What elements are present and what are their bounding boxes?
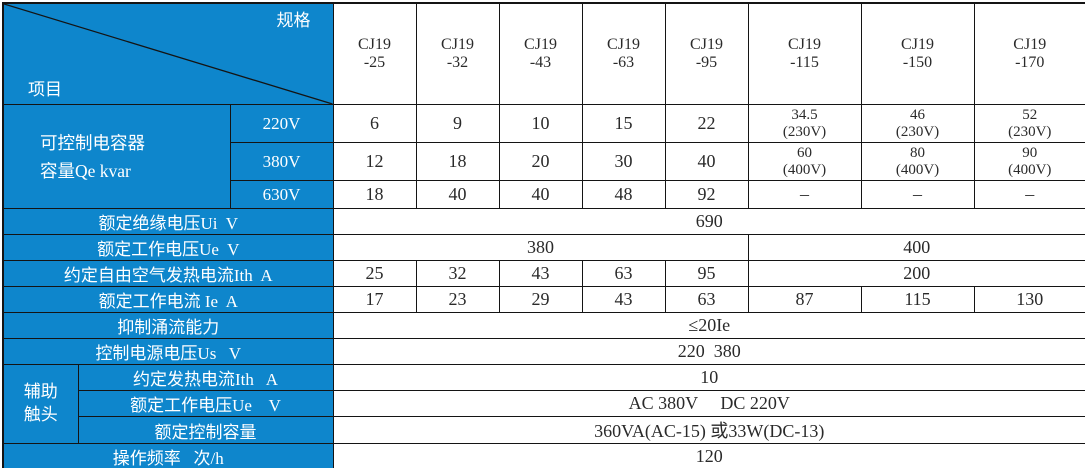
voltage-label-630v: 630V [229, 180, 334, 209]
diagonal-line [4, 4, 333, 104]
table-row-operating-frequency: 操作频率 次/h 120 [2, 443, 1085, 468]
table-row-aux-thermal-current: 辅助 触头 约定发热电流Ith A 10 [2, 364, 1085, 444]
cell-value: 46 (230V) [860, 104, 975, 143]
cell-value: 15 [581, 104, 666, 143]
cell-value: 115 [860, 286, 975, 313]
cell-value: 20 [498, 142, 583, 181]
cell-value: 10 [332, 364, 1085, 391]
capacitor-capacity-label: 可控制电容器 容量Qe kvar [2, 104, 231, 209]
cell-value: 60 (400V) [747, 142, 862, 181]
cell-value: 9 [415, 104, 500, 143]
cell-value: 43 [581, 286, 666, 313]
row-label: 约定发热电流Ith A [77, 364, 334, 391]
cell-value: 40 [664, 142, 749, 181]
model-header-cj19-43: CJ19 -43 [498, 2, 583, 105]
model-header-cj19-63: CJ19 -63 [581, 2, 666, 105]
cell-value: 380 [332, 234, 749, 261]
cell-value: – [973, 180, 1085, 209]
corner-header-cell: 规格 项目 [2, 2, 334, 105]
cell-value: 43 [498, 260, 583, 287]
cell-value: 92 [664, 180, 749, 209]
cell-value: 52 (230V) [973, 104, 1085, 143]
voltage-label-220v: 220V [229, 104, 334, 143]
model-header-cj19-95: CJ19 -95 [664, 2, 749, 105]
row-label: 额定工作电压Ue V [2, 234, 334, 261]
auxiliary-contacts-group-label: 辅助 触头 [2, 364, 79, 444]
cell-value: ≤20Ie [332, 312, 1085, 339]
model-header-cj19-150: CJ19 -150 [860, 2, 975, 105]
table-row-aux-control-capacity: 额定控制容量 360VA(AC-15) 或33W(DC-13) [3, 416, 1085, 444]
cell-value: 40 [498, 180, 583, 209]
cell-value: 48 [581, 180, 666, 209]
corner-label-spec: 规格 [276, 11, 311, 30]
cell-value: 360VA(AC-15) 或33W(DC-13) [332, 416, 1085, 444]
row-label: 约定自由空气发热电流Ith A [2, 260, 334, 287]
voltage-label-380v: 380V [229, 142, 334, 181]
cell-value: 90 (400V) [973, 142, 1085, 181]
cell-value: 130 [973, 286, 1085, 313]
table-row-working-voltage: 额定工作电压Ue V 380 400 [2, 234, 1085, 261]
table-row-control-voltage: 控制电源电压Us V 220 380 [2, 338, 1085, 365]
cell-value: – [747, 180, 862, 209]
cell-value: 120 [332, 443, 1085, 468]
cell-value: AC 380V DC 220V [332, 390, 1085, 417]
cell-value: 6 [332, 104, 417, 143]
model-header-cj19-25: CJ19 -25 [332, 2, 417, 105]
table-row-220v: 可控制电容器 容量Qe kvar 220V 6 9 10 15 22 34.5 (2… [2, 104, 1085, 209]
row-label: 额定工作电压Ue V [77, 390, 334, 417]
cell-value: 40 [415, 180, 500, 209]
cell-value: 17 [332, 286, 417, 313]
table-row-thermal-current: 约定自由空气发热电流Ith A 25 32 43 63 95 200 [2, 260, 1085, 287]
table-row-insulation-voltage: 额定绝缘电压Ui V 690 [2, 208, 1085, 235]
row-label: 操作频率 次/h [2, 443, 334, 468]
cell-value: 23 [415, 286, 500, 313]
table-row-aux-working-voltage: 额定工作电压Ue V AC 380V DC 220V [3, 390, 1085, 417]
row-label: 额定绝缘电压Ui V [2, 208, 334, 235]
cell-value: 18 [332, 180, 417, 209]
cell-value: 80 (400V) [860, 142, 975, 181]
cell-value: 32 [415, 260, 500, 287]
model-header-cj19-170: CJ19 -170 [973, 2, 1085, 105]
cell-value: 25 [332, 260, 417, 287]
cell-value: 87 [747, 286, 862, 313]
cell-value: 29 [498, 286, 583, 313]
cell-value: 10 [498, 104, 583, 143]
cell-value: 95 [664, 260, 749, 287]
cell-value: 12 [332, 142, 417, 181]
cell-value: 63 [664, 286, 749, 313]
row-label: 控制电源电压Us V [2, 338, 334, 365]
cell-value: 200 [747, 260, 1085, 287]
cell-value: 220 380 [332, 338, 1085, 365]
table-row-630v: 630V 18 40 40 48 92 – – – [3, 180, 1085, 209]
table-row-header: 规格 项目 CJ19 -25 CJ19 -32 CJ19 -43 CJ19 -63 CJ… [2, 2, 1085, 105]
cell-value: 30 [581, 142, 666, 181]
row-label: 额定控制容量 [77, 416, 334, 444]
cell-value: 22 [664, 104, 749, 143]
cell-value: 34.5 (230V) [747, 104, 862, 143]
cell-value: 400 [747, 234, 1085, 261]
table-row-working-current: 额定工作电流 Ie A 17 23 29 43 63 87 115 130 [2, 286, 1085, 313]
table-row-inrush-suppression: 抑制涌流能力 ≤20Ie [2, 312, 1085, 339]
cell-value: 690 [332, 208, 1085, 235]
cell-value: 18 [415, 142, 500, 181]
model-header-cj19-32: CJ19 -32 [415, 2, 500, 105]
cell-value: 63 [581, 260, 666, 287]
row-label: 抑制涌流能力 [2, 312, 334, 339]
cell-value: – [860, 180, 975, 209]
corner-label-item: 项目 [28, 80, 62, 99]
model-header-cj19-115: CJ19 -115 [747, 2, 862, 105]
row-label: 额定工作电流 Ie A [2, 286, 334, 313]
